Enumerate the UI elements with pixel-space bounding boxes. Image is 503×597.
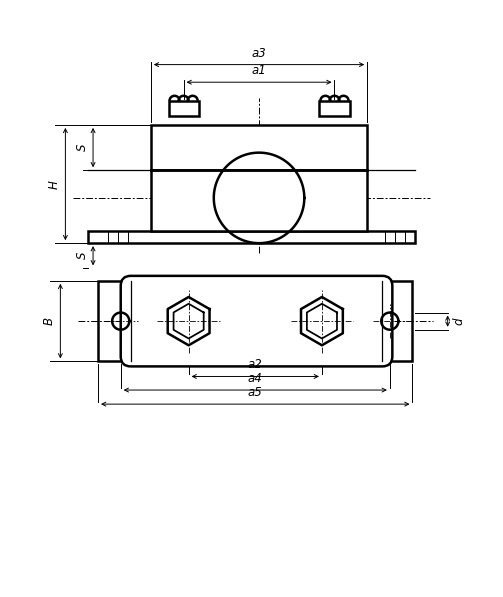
Bar [151, 170, 367, 230]
Bar [169, 101, 199, 116]
Text: S: S [75, 252, 89, 260]
Bar [98, 281, 412, 361]
Text: a5: a5 [248, 386, 263, 399]
Text: S: S [75, 144, 89, 152]
Text: B: B [43, 317, 56, 325]
Text: a3: a3 [252, 47, 267, 60]
Bar [151, 125, 367, 170]
Text: a4: a4 [248, 372, 263, 385]
Bar [319, 101, 350, 116]
Text: a2: a2 [248, 358, 263, 371]
FancyBboxPatch shape [121, 276, 392, 367]
Text: H: H [48, 180, 61, 189]
Bar [88, 230, 415, 243]
Text: a1: a1 [252, 64, 267, 77]
Text: d: d [452, 318, 465, 325]
